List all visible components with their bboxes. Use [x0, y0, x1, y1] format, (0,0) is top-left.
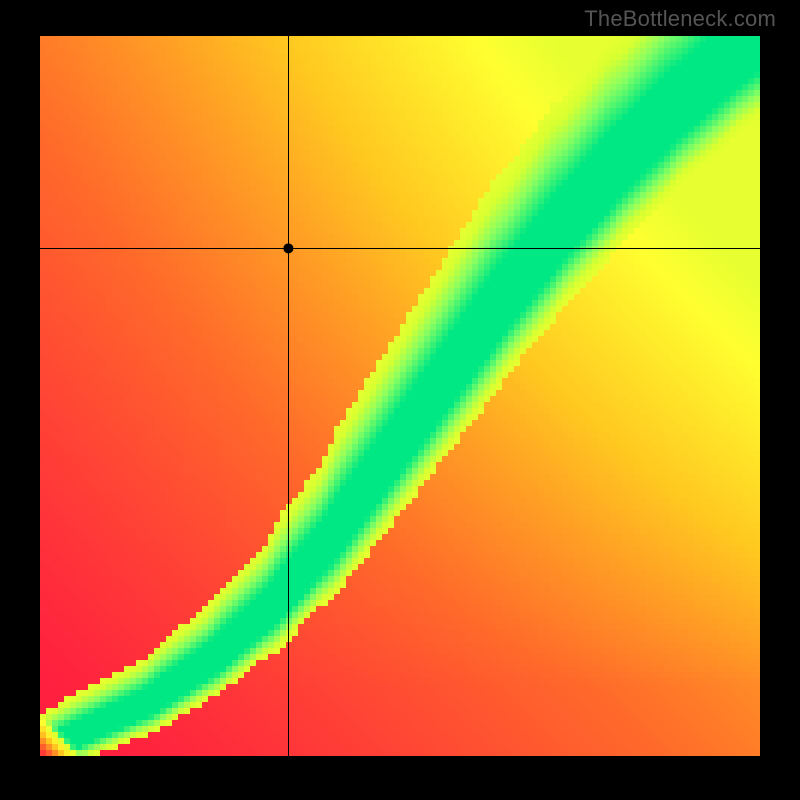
heatmap-plot	[40, 36, 760, 756]
image-frame: TheBottleneck.com	[0, 0, 800, 800]
watermark-text: TheBottleneck.com	[584, 6, 776, 32]
heatmap-canvas	[40, 36, 760, 756]
